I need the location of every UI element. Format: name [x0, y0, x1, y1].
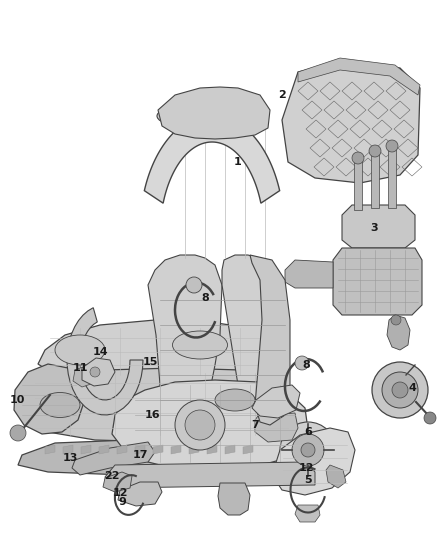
Circle shape	[382, 372, 418, 408]
Polygon shape	[295, 505, 320, 522]
Polygon shape	[153, 445, 163, 454]
Polygon shape	[222, 255, 285, 420]
Polygon shape	[82, 358, 115, 386]
Polygon shape	[218, 483, 250, 515]
Polygon shape	[38, 320, 272, 382]
Circle shape	[424, 412, 436, 424]
Polygon shape	[342, 205, 415, 248]
Polygon shape	[81, 445, 91, 454]
Polygon shape	[354, 155, 362, 210]
Polygon shape	[18, 440, 268, 476]
Polygon shape	[333, 248, 422, 315]
Polygon shape	[145, 115, 279, 203]
Polygon shape	[14, 364, 84, 434]
Text: 11: 11	[72, 363, 88, 373]
Polygon shape	[63, 445, 73, 454]
Circle shape	[185, 410, 215, 440]
Text: 12: 12	[298, 463, 314, 473]
Polygon shape	[272, 428, 355, 495]
Polygon shape	[285, 260, 333, 288]
Circle shape	[90, 367, 100, 377]
Polygon shape	[148, 255, 222, 420]
Circle shape	[292, 434, 324, 466]
Ellipse shape	[215, 389, 255, 411]
Polygon shape	[135, 445, 145, 454]
Ellipse shape	[173, 331, 227, 359]
Circle shape	[369, 145, 381, 157]
Text: 16: 16	[144, 410, 160, 420]
Polygon shape	[255, 413, 298, 442]
Text: 4: 4	[408, 383, 416, 393]
Text: 13: 13	[62, 453, 78, 463]
Polygon shape	[22, 368, 295, 442]
Circle shape	[295, 356, 309, 370]
Polygon shape	[117, 445, 127, 454]
Text: 6: 6	[304, 427, 312, 437]
Polygon shape	[371, 148, 379, 208]
Text: 8: 8	[201, 293, 209, 303]
Polygon shape	[250, 255, 290, 425]
Ellipse shape	[55, 335, 105, 365]
Ellipse shape	[40, 392, 80, 417]
Polygon shape	[252, 385, 300, 418]
Text: 12: 12	[112, 488, 128, 498]
Polygon shape	[243, 445, 253, 454]
Polygon shape	[105, 462, 315, 488]
Circle shape	[391, 315, 401, 325]
Polygon shape	[73, 365, 96, 387]
Text: 15: 15	[142, 357, 158, 367]
Polygon shape	[225, 445, 235, 454]
Text: 8: 8	[302, 360, 310, 370]
Polygon shape	[45, 445, 55, 454]
Circle shape	[10, 425, 26, 441]
Text: 17: 17	[132, 450, 148, 460]
Polygon shape	[298, 58, 420, 95]
Polygon shape	[282, 60, 420, 183]
Polygon shape	[118, 482, 162, 506]
Polygon shape	[99, 445, 109, 454]
Polygon shape	[103, 472, 132, 492]
Text: 7: 7	[251, 420, 259, 430]
Circle shape	[392, 382, 408, 398]
Polygon shape	[387, 315, 410, 350]
Polygon shape	[67, 308, 143, 415]
Text: 5: 5	[304, 475, 312, 485]
Text: 3: 3	[370, 223, 378, 233]
Circle shape	[352, 152, 364, 164]
Polygon shape	[171, 445, 181, 454]
Polygon shape	[207, 445, 217, 454]
Polygon shape	[72, 442, 155, 475]
Circle shape	[386, 140, 398, 152]
Text: 9: 9	[118, 497, 126, 507]
Text: 10: 10	[9, 395, 25, 405]
Circle shape	[175, 400, 225, 450]
Text: 14: 14	[92, 347, 108, 357]
Circle shape	[280, 422, 336, 478]
Circle shape	[372, 362, 428, 418]
Text: 22: 22	[104, 471, 120, 481]
Ellipse shape	[157, 102, 267, 130]
Polygon shape	[112, 380, 308, 471]
Polygon shape	[388, 143, 396, 208]
Text: 1: 1	[234, 157, 242, 167]
Polygon shape	[189, 445, 199, 454]
Circle shape	[301, 443, 315, 457]
Text: 2: 2	[278, 90, 286, 100]
Circle shape	[186, 277, 202, 293]
Polygon shape	[158, 87, 270, 139]
Polygon shape	[326, 465, 346, 488]
